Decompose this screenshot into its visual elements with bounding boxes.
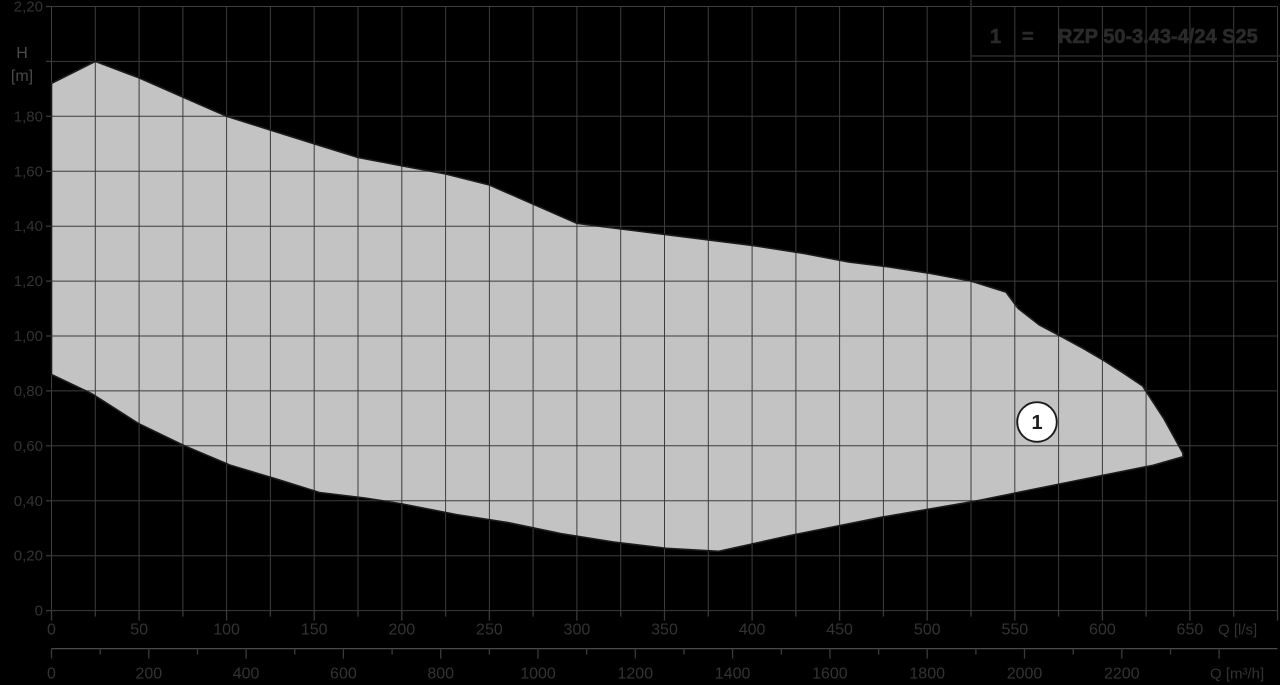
svg-text:100: 100	[213, 622, 240, 639]
svg-text:1,40: 1,40	[14, 218, 43, 235]
svg-text:1400: 1400	[715, 666, 751, 683]
svg-text:600: 600	[1089, 622, 1116, 639]
svg-text:2200: 2200	[1104, 666, 1140, 683]
svg-text:200: 200	[388, 622, 415, 639]
svg-text:=: =	[1022, 26, 1034, 48]
svg-text:2000: 2000	[1007, 666, 1043, 683]
svg-text:550: 550	[1001, 622, 1028, 639]
svg-text:1,00: 1,00	[14, 328, 43, 345]
svg-text:0,20: 0,20	[14, 548, 43, 565]
svg-text:0: 0	[47, 666, 56, 683]
svg-text:1000: 1000	[520, 666, 556, 683]
svg-text:400: 400	[739, 622, 766, 639]
svg-text:[m]: [m]	[11, 68, 33, 85]
svg-text:150: 150	[301, 622, 328, 639]
svg-text:0: 0	[35, 603, 43, 620]
svg-text:600: 600	[330, 666, 357, 683]
svg-text:1: 1	[990, 26, 1002, 48]
svg-text:650: 650	[1177, 622, 1204, 639]
svg-text:0,40: 0,40	[14, 493, 43, 510]
svg-text:50: 50	[130, 622, 148, 639]
svg-text:300: 300	[564, 622, 591, 639]
svg-text:1600: 1600	[812, 666, 848, 683]
svg-text:RZP 50-3.43-4/24 S25: RZP 50-3.43-4/24 S25	[1058, 26, 1258, 48]
svg-text:0: 0	[47, 622, 56, 639]
svg-text:2,20: 2,20	[14, 0, 43, 16]
svg-text:500: 500	[914, 622, 941, 639]
svg-text:Q [m³/h]: Q [m³/h]	[1210, 666, 1264, 683]
svg-text:350: 350	[651, 622, 678, 639]
svg-text:0,80: 0,80	[14, 383, 43, 400]
svg-text:0,60: 0,60	[14, 438, 43, 455]
svg-text:250: 250	[476, 622, 503, 639]
svg-text:400: 400	[233, 666, 260, 683]
svg-text:1,60: 1,60	[14, 163, 43, 180]
svg-text:H: H	[16, 45, 28, 62]
svg-text:800: 800	[427, 666, 454, 683]
svg-text:1800: 1800	[909, 666, 945, 683]
svg-text:Q [l/s]: Q [l/s]	[1218, 622, 1257, 639]
svg-text:200: 200	[135, 666, 162, 683]
svg-text:1,80: 1,80	[14, 108, 43, 125]
svg-text:1,20: 1,20	[14, 273, 43, 290]
svg-text:450: 450	[826, 622, 853, 639]
svg-text:1200: 1200	[618, 666, 654, 683]
svg-text:1: 1	[1031, 412, 1042, 434]
